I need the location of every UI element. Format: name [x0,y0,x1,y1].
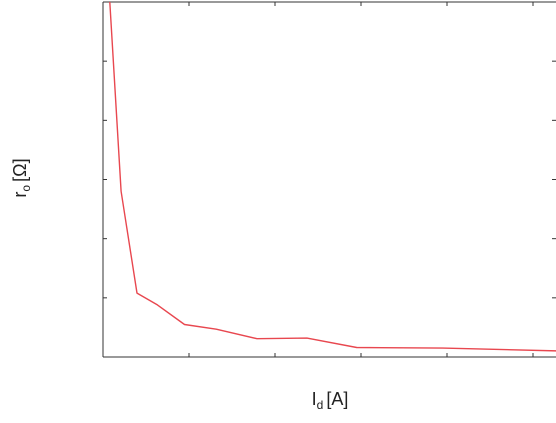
series-lines [109,1,556,352]
y-axis-label: ro[Ω] [10,158,33,197]
plot-frame [102,1,556,358]
tick-marks [103,2,556,357]
series-line-1 [109,1,556,352]
x-axis-label: Id [A] [312,389,349,412]
